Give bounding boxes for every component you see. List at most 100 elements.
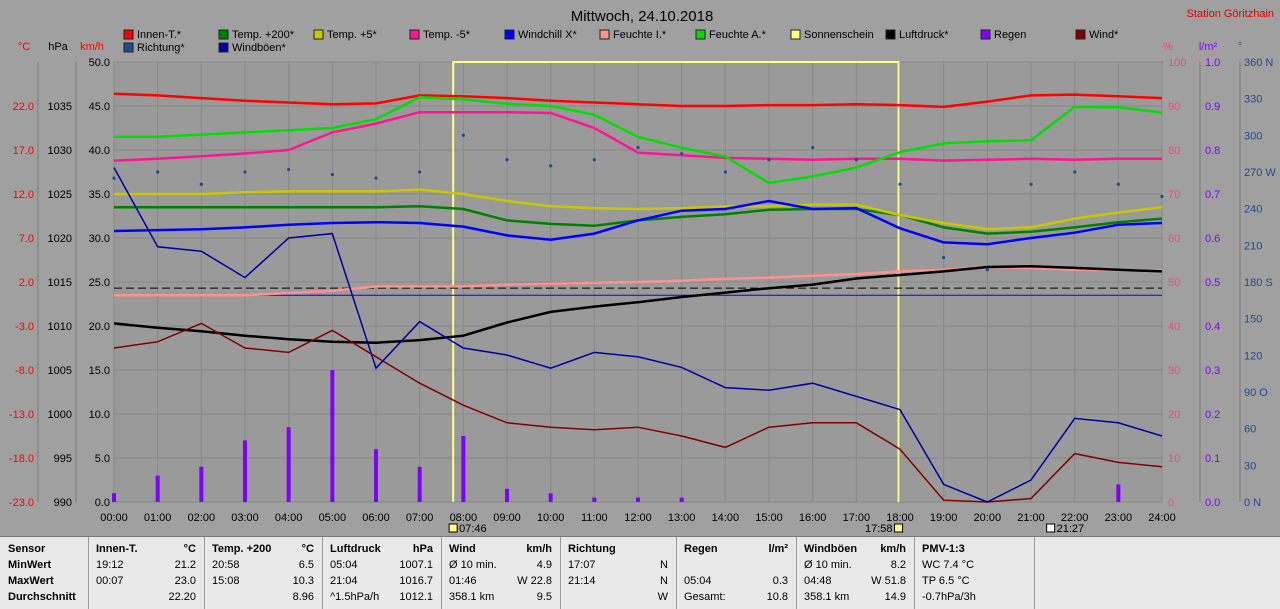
stats-cell-value: 10.8	[766, 591, 788, 603]
legend-swatch	[409, 29, 420, 40]
stats-cell-time: Ø 10 min.	[449, 559, 497, 571]
stats-header: Sensor	[8, 543, 46, 555]
tick-time: 17:00	[843, 512, 871, 524]
tick-pct: 70	[1168, 189, 1180, 201]
tick-time: 02:00	[188, 512, 216, 524]
legend-swatch	[123, 42, 134, 53]
series-line	[114, 188, 1163, 231]
tick-kmh: 25.0	[89, 277, 110, 289]
rain-bar	[155, 475, 160, 502]
tick-time: 04:00	[275, 512, 303, 524]
direction-point	[330, 172, 334, 177]
stats-column: PMV-1:3 WC 7.4 °C TP 6.5 °C -0.7hPa/3h	[914, 537, 1035, 609]
tick-time: 01:00	[144, 512, 172, 524]
rain-bar	[505, 488, 509, 502]
stats-cell-time: 17:07	[568, 559, 596, 571]
moon-label: 21:27	[1057, 523, 1085, 535]
stats-cell-time: 358.1 km	[449, 591, 495, 603]
rain-bar	[374, 449, 378, 502]
tick-temp: 2.0	[19, 277, 34, 289]
tick-time: 12:00	[624, 512, 652, 524]
legend-label: Feuchte I.*	[613, 29, 667, 41]
stats-cell-time: TP 6.5 °C	[922, 575, 970, 587]
legend-label: Sonnenschein	[804, 29, 874, 41]
direction-point	[156, 170, 160, 174]
stats-cell-value: 0.3	[772, 575, 788, 587]
direction-point	[505, 158, 509, 162]
legend-swatch	[885, 29, 896, 40]
series-line	[113, 92, 1163, 109]
legend-swatch	[599, 29, 610, 40]
direction-point	[374, 176, 378, 180]
tick-kmh: 15.0	[89, 365, 110, 377]
legend-label: Temp. +200*	[232, 29, 295, 41]
stats-cell-time: WC 7.4 °C	[922, 559, 975, 571]
legend-label: Temp. +5*	[327, 29, 378, 41]
direction-point	[854, 158, 858, 162]
tick-temp: -23.0	[9, 497, 34, 509]
tick-pct: 50	[1168, 277, 1180, 289]
tick-time: 03:00	[231, 512, 259, 524]
tick-time: 05:00	[319, 512, 347, 524]
legend-label: Temp. -5*	[423, 29, 471, 41]
tick-dir: 300	[1244, 130, 1262, 142]
tick-temp: 17.0	[13, 145, 34, 157]
stats-column: Sensor MinWert MaxWert Durchschnitt	[0, 537, 89, 609]
tick-temp: -8.0	[15, 365, 34, 377]
tick-time: 20:00	[974, 512, 1002, 524]
tick-rain: 0.7	[1205, 189, 1220, 201]
stats-row-label: MinWert	[8, 559, 52, 571]
stats-cell-value: 14.9	[884, 591, 906, 603]
series	[112, 61, 1164, 503]
tick-rain: 0.3	[1205, 365, 1220, 377]
stats-cell-time: 05:04	[684, 575, 712, 587]
direction-point	[723, 170, 727, 174]
rain-bar	[243, 440, 247, 502]
tick-pct: 90	[1168, 101, 1180, 113]
legend-label: Richtung*	[137, 42, 185, 54]
tick-time: 19:00	[930, 512, 958, 524]
legend-swatch	[218, 42, 229, 53]
tick-kmh: 50.0	[89, 57, 110, 69]
legend-label: Regen	[994, 29, 1026, 41]
tick-dir: 90 O	[1244, 387, 1268, 399]
tick-time: 08:00	[450, 512, 478, 524]
rain-bar	[330, 370, 335, 502]
legend-swatch	[313, 29, 324, 40]
tick-hpa: 1005	[48, 365, 72, 377]
direction-point	[942, 255, 946, 260]
tick-time: 14:00	[712, 512, 740, 524]
stats-cell-time: ^1.5hPa/h	[330, 591, 380, 603]
stats-column: Temp. +200 °C 20:58 6.5 15:08 10.3 8.96	[204, 537, 323, 609]
tick-rain: 0.6	[1205, 233, 1220, 245]
stats-column: Luftdruck hPa 05:04 1007.1 21:04 1016.7 ^1.5hP…	[322, 537, 442, 609]
tick-pct: 80	[1168, 145, 1180, 157]
sunset-label: 17:58	[865, 523, 893, 535]
sunrise-label: 07:46	[459, 523, 487, 535]
tick-hpa: 990	[54, 497, 72, 509]
tick-kmh: 20.0	[89, 321, 110, 333]
stats-unit: hPa	[412, 543, 433, 555]
stats-column: Richtung 17:07 N 21:14 N W	[560, 537, 677, 609]
rain-bar	[592, 497, 597, 502]
tick-kmh: 40.0	[89, 145, 110, 157]
tick-dir: 210	[1244, 240, 1262, 252]
rain-bar	[548, 493, 553, 502]
legend-label: Luftdruck*	[899, 29, 949, 41]
stats-cell-time: 04:48	[804, 575, 832, 587]
stats-cell-time: 21:04	[330, 575, 358, 587]
tick-temp: -13.0	[9, 409, 34, 421]
series-line	[114, 95, 1163, 185]
direction-point	[1160, 194, 1164, 199]
stats-cell-value: N	[660, 559, 668, 571]
direction-point	[636, 145, 640, 150]
tick-rain: 0.2	[1205, 409, 1220, 421]
direction-point	[1073, 170, 1077, 174]
series-line	[113, 264, 1163, 344]
direction-point	[1029, 182, 1033, 186]
tick-hpa: 1015	[48, 277, 72, 289]
stats-header: Windböen	[804, 543, 858, 555]
stats-cell-value: 9.5	[536, 591, 552, 603]
rain-bar	[679, 497, 684, 502]
direction-point	[199, 182, 203, 186]
